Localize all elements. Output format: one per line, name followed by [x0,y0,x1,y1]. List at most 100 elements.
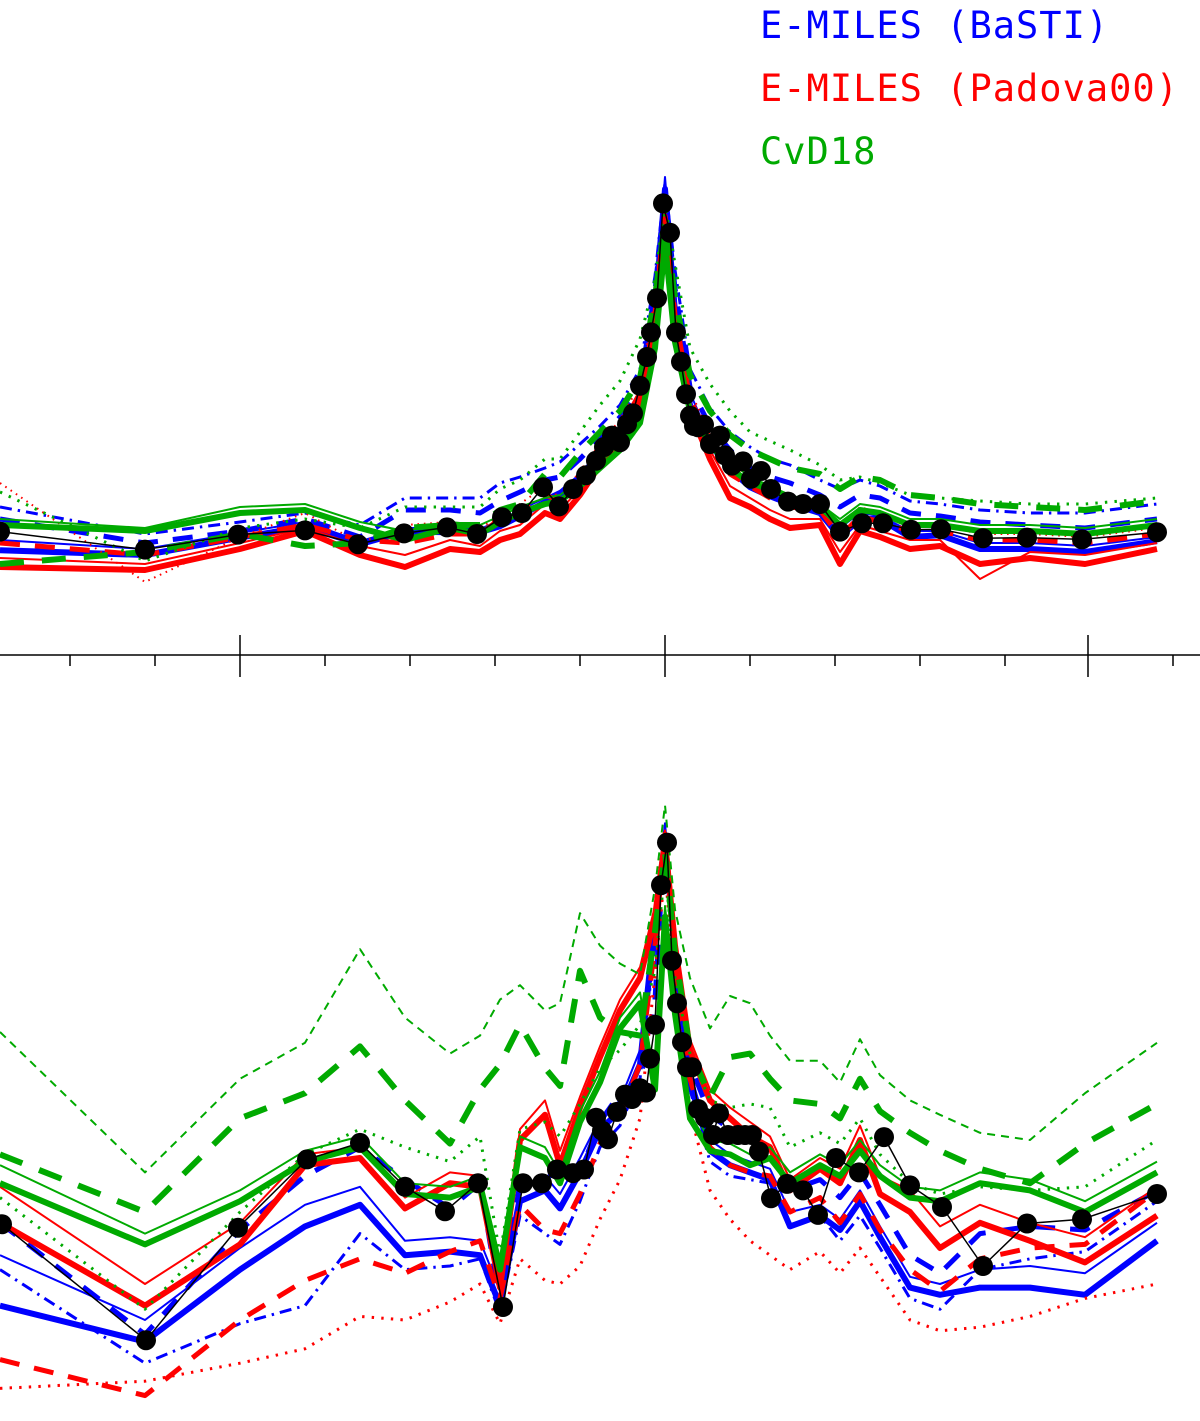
top-observed-point-24 [653,193,673,214]
top-observed-point-26 [666,322,686,343]
bottom-observed-point-48 [932,1197,952,1217]
top-panel [0,176,1167,583]
top-observed-point-37 [733,451,753,472]
legend-entry-basti: E-MILES (BaSTI) [760,4,1110,47]
bottom-observed-point-17 [607,1101,627,1122]
top-observed-point-12 [563,479,583,499]
bottom-panel [0,804,1167,1399]
top-observed-point-11 [549,496,569,517]
bottom-observed-point-46 [874,1127,894,1148]
bottom-observed-point-43 [808,1204,828,1225]
bottom-observed-point-25 [657,832,677,853]
bottom-observed-point-9 [513,1173,533,1194]
top-observed-point-3 [295,520,315,541]
bottom-observed-point-34 [709,1103,729,1124]
bottom-observed-point-26 [662,950,682,971]
bottom-observed-point-4 [350,1132,370,1153]
bottom-series-cvd18-dashed-10 [0,849,1159,1215]
top-observed-point-43 [810,494,830,514]
top-observed-point-0 [0,521,10,542]
top-observed-point-52 [1147,522,1167,543]
bottom-observed-point-51 [1072,1209,1092,1230]
bottom-observed-point-13 [574,1159,594,1180]
top-observed-point-51 [1072,529,1092,550]
bottom-observed-point-33 [703,1125,723,1145]
top-observed-point-32 [694,414,714,435]
bottom-series-e-miles-padova00-solid-4 [0,838,1159,1309]
top-panel-series [0,176,1158,583]
bottom-observed-point-50 [1017,1213,1037,1234]
top-observed-point-40 [761,479,781,499]
top-observed-point-7 [467,524,487,544]
bottom-observed-point-30 [682,1057,702,1078]
bottom-observed-point-5 [395,1176,415,1197]
top-observed-point-49 [973,528,993,549]
legend-entry-padova00: E-MILES (Padova00) [760,67,1179,110]
top-observed-point-28 [676,384,696,405]
bottom-observed-point-49 [973,1256,993,1276]
bottom-series-cvd18-dotted-12 [0,864,1158,1311]
bottom-series-cvd18-solid-9 [0,905,1158,1260]
top-observed-point-47 [901,519,921,540]
bottom-observed-point-22 [640,1048,660,1069]
top-observed-point-46 [873,513,893,534]
bottom-panel-black-points [0,832,1167,1351]
bottom-observed-point-39 [749,1141,769,1162]
top-observed-point-27 [671,351,691,372]
bottom-series-cvd18-dashed-11 [0,804,1158,1174]
top-observed-point-23 [647,288,667,309]
bottom-observed-point-16 [598,1129,618,1150]
bottom-observed-point-44 [826,1148,846,1168]
top-observed-point-39 [751,461,771,481]
bottom-observed-point-27 [667,993,687,1014]
top-observed-point-19 [623,403,643,424]
top-observed-point-42 [793,494,813,514]
top-observed-point-5 [394,523,414,544]
bottom-observed-point-40 [761,1188,781,1209]
bottom-observed-point-28 [672,1032,692,1053]
top-observed-point-20 [630,375,650,396]
top-observed-point-50 [1017,527,1037,548]
top-observed-point-41 [778,491,798,512]
top-observed-point-17 [610,432,630,453]
bottom-observed-point-38 [742,1125,762,1145]
top-series-cvd18-dashed-10 [0,219,1158,567]
bottom-observed-point-41 [777,1173,797,1194]
bottom-series-e-miles-basti-solid-1 [0,822,1158,1321]
bottom-observed-point-3 [297,1149,317,1170]
x-axis [0,635,1200,677]
top-panel-black-points [0,193,1167,560]
top-observed-point-4 [348,534,368,555]
bottom-observed-point-52 [1147,1184,1167,1204]
top-series-e-miles-padova00-solid-4 [0,216,1158,573]
top-series-cvd18-dotted-11 [0,202,1158,563]
top-observed-point-44 [830,521,850,542]
top-observed-point-8 [492,507,512,528]
top-observed-point-25 [660,222,680,243]
top-observed-point-45 [852,513,872,534]
bottom-observed-point-1 [136,1330,156,1351]
bottom-observed-point-10 [532,1173,552,1194]
bottom-observed-point-6 [435,1201,455,1222]
bottom-observed-point-42 [793,1180,813,1201]
bottom-observed-point-0 [0,1214,12,1235]
top-observed-point-2 [228,524,248,545]
bottom-observed-point-21 [636,1082,656,1103]
bottom-observed-point-23 [645,1014,665,1035]
top-observed-point-48 [931,519,951,540]
bottom-observed-point-24 [651,875,671,896]
bottom-observed-point-8 [493,1297,513,1317]
legend-entry-cvd18: CvD18 [760,130,877,173]
bottom-observed-point-45 [849,1162,869,1183]
top-observed-point-13 [576,465,596,486]
bottom-series-e-miles-padova00-solid-5 [0,829,1158,1285]
bottom-observed-point-11 [547,1159,567,1180]
bottom-observed-point-47 [900,1175,920,1196]
top-observed-point-1 [135,539,155,560]
top-observed-point-9 [512,503,532,523]
top-series-e-miles-padova00-dashed-6 [0,213,1158,558]
top-observed-point-22 [641,322,661,343]
bottom-observed-point-7 [468,1173,488,1194]
